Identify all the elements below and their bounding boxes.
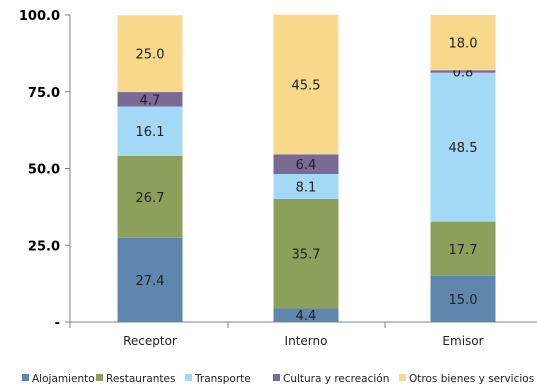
data-label: 4.4 xyxy=(296,309,317,324)
data-label: 16.1 xyxy=(136,125,165,140)
legend-label: Alojamiento xyxy=(32,373,95,385)
data-label: 6.4 xyxy=(296,158,317,173)
data-label: 8.1 xyxy=(296,180,317,195)
data-label: 35.7 xyxy=(292,248,321,263)
data-label: 48.5 xyxy=(449,141,478,156)
data-label: 25.0 xyxy=(136,48,165,63)
legend-label: Cultura y recreación xyxy=(283,373,389,385)
bar-segment xyxy=(117,106,183,156)
bar-segment xyxy=(430,221,496,276)
bar-segment xyxy=(117,92,183,107)
bar-segment xyxy=(117,15,183,93)
data-label: 45.5 xyxy=(292,79,321,94)
x-axis: Receptor Interno Emisor xyxy=(69,321,537,348)
bar-segment xyxy=(117,155,183,238)
legend-label: Restaurantes xyxy=(106,373,175,385)
data-label: 26.7 xyxy=(136,191,165,206)
legend-swatch xyxy=(273,374,280,381)
bar-segment xyxy=(430,275,496,322)
legend-label: Otros bienes y servicios xyxy=(409,373,534,385)
y-tick-label: 50.0 xyxy=(28,163,60,178)
data-label: 27.4 xyxy=(136,274,165,289)
bar-segment xyxy=(117,237,183,322)
bar-segment xyxy=(430,15,496,71)
legend-swatch xyxy=(96,374,103,381)
data-label: 17.7 xyxy=(449,243,478,258)
bar-segment xyxy=(273,198,339,309)
legend-swatch xyxy=(22,374,29,381)
bar-segment xyxy=(273,174,339,199)
y-tick-label: 25.0 xyxy=(28,239,60,254)
bar-segment xyxy=(273,14,339,155)
data-label: 4.7 xyxy=(140,93,161,108)
bar-segment xyxy=(430,72,496,222)
legend-swatch xyxy=(185,374,192,381)
y-axis: - 25.0 50.0 75.0 100.0 xyxy=(19,9,71,331)
legend: Alojamiento Restaurantes Transporte Cultura… xyxy=(22,373,534,385)
x-tick-label: Receptor xyxy=(123,334,177,348)
legend-swatch xyxy=(399,374,406,381)
y-tick-label: 100.0 xyxy=(19,9,60,24)
data-label: 18.0 xyxy=(449,37,478,52)
x-tick-label: Emisor xyxy=(442,334,483,348)
y-tick-label: 75.0 xyxy=(28,86,60,101)
x-tick-label: Interno xyxy=(285,334,328,348)
y-tick-label: - xyxy=(55,316,60,331)
legend-label: Transporte xyxy=(194,373,251,385)
data-label: 15.0 xyxy=(449,293,478,308)
bars: 27.4 26.7 16.1 4.7 25.0 4.4 35.7 8.1 6.4 45.5 15.0… xyxy=(117,14,496,324)
bar-segment xyxy=(273,308,339,322)
bar-segment xyxy=(273,154,339,175)
bar-segment xyxy=(430,70,496,73)
